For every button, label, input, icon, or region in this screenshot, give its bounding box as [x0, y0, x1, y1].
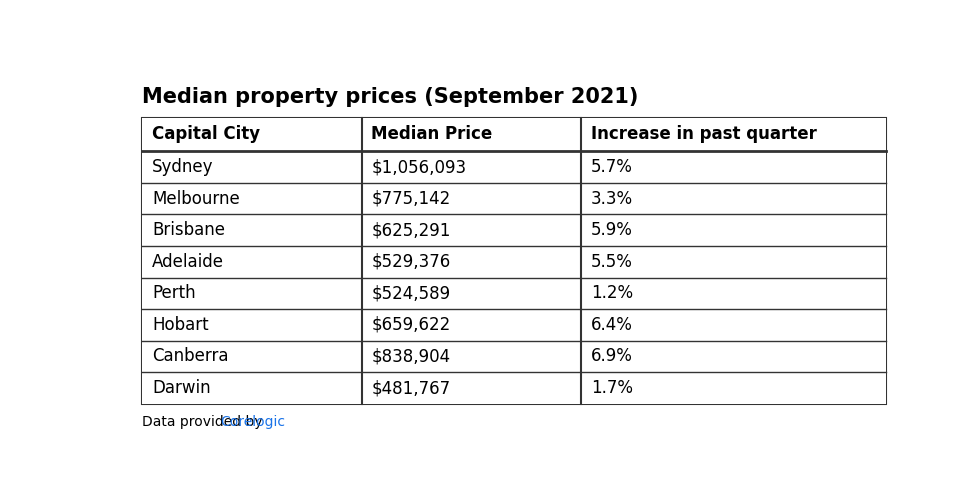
Text: 5.9%: 5.9%	[591, 221, 633, 239]
Text: Perth: Perth	[152, 284, 196, 302]
Text: 1.7%: 1.7%	[591, 379, 633, 397]
Text: 6.9%: 6.9%	[591, 348, 633, 366]
Bar	[142, 340, 886, 372]
Text: 6.4%: 6.4%	[591, 316, 633, 334]
Bar	[142, 278, 886, 309]
Text: Brisbane: Brisbane	[152, 221, 225, 239]
Text: $524,589: $524,589	[372, 284, 450, 302]
Text: $838,904: $838,904	[372, 348, 450, 366]
Text: Adelaide: Adelaide	[152, 252, 224, 270]
Bar	[142, 151, 886, 183]
Text: Increase in past quarter: Increase in past quarter	[591, 126, 817, 144]
Text: Data provided by: Data provided by	[142, 416, 267, 430]
Text: $481,767: $481,767	[372, 379, 450, 397]
Text: $625,291: $625,291	[372, 221, 451, 239]
Bar	[142, 309, 886, 340]
Text: Corelogic: Corelogic	[221, 416, 286, 430]
Text: Hobart: Hobart	[152, 316, 208, 334]
Bar	[142, 183, 886, 214]
Text: 1.2%: 1.2%	[591, 284, 633, 302]
Bar	[142, 372, 886, 404]
Text: 5.7%: 5.7%	[591, 158, 633, 176]
Text: Capital City: Capital City	[152, 126, 260, 144]
Text: $775,142: $775,142	[372, 190, 451, 208]
Bar	[142, 118, 886, 151]
Text: $1,056,093: $1,056,093	[372, 158, 467, 176]
Text: Sydney: Sydney	[152, 158, 213, 176]
Bar	[142, 118, 886, 404]
Text: Median Price: Median Price	[372, 126, 492, 144]
Text: $659,622: $659,622	[372, 316, 451, 334]
Bar	[142, 246, 886, 278]
Text: Darwin: Darwin	[152, 379, 210, 397]
Text: Melbourne: Melbourne	[152, 190, 240, 208]
Text: Median property prices (September 2021): Median property prices (September 2021)	[142, 87, 638, 107]
Text: Canberra: Canberra	[152, 348, 228, 366]
Text: $529,376: $529,376	[372, 252, 451, 270]
Text: 3.3%: 3.3%	[591, 190, 633, 208]
Text: 5.5%: 5.5%	[591, 252, 633, 270]
Bar	[142, 214, 886, 246]
